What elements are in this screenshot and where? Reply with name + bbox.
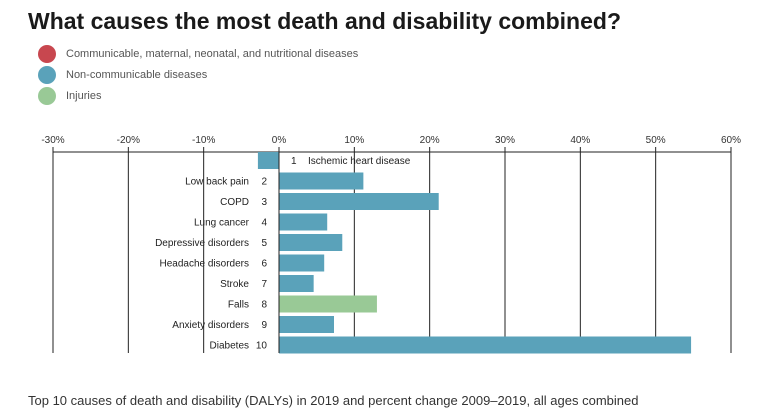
bar-rank-label: 8 — [261, 300, 267, 311]
bar-5 — [279, 234, 343, 251]
x-tick-label: 20% — [420, 135, 440, 146]
bar-rank-label: 7 — [261, 279, 267, 290]
x-tick-label: -20% — [117, 135, 140, 146]
bar-10 — [279, 336, 692, 354]
bar-category-label: Falls — [228, 300, 249, 311]
bar-category-label: Ischemic heart disease — [308, 156, 411, 167]
legend-swatch-communicable — [38, 45, 56, 63]
bar-category-label: Stroke — [220, 279, 249, 290]
bar-2 — [279, 172, 364, 190]
bar-rank-label: 6 — [261, 259, 267, 270]
chart-title: What causes the most death and disabilit… — [28, 8, 621, 34]
bar-4 — [279, 213, 328, 231]
legend-label-injuries: Injuries — [66, 90, 102, 102]
bar-rank-label: 3 — [261, 197, 267, 208]
legend-item-injuries: Injuries — [38, 86, 358, 106]
bar-1 — [257, 152, 279, 169]
legend-label-non-communicable: Non-communicable diseases — [66, 69, 208, 81]
bar-category-label: COPD — [220, 197, 249, 208]
x-tick-label: 50% — [646, 135, 666, 146]
x-tick-label: -10% — [192, 135, 215, 146]
legend-swatch-non-communicable — [38, 66, 56, 84]
bar-category-label: Lung cancer — [194, 218, 250, 229]
legend-label-communicable: Communicable, maternal, neonatal, and nu… — [66, 48, 359, 60]
bar-3 — [279, 193, 439, 210]
legend-item-communicable: Communicable, maternal, neonatal, and nu… — [38, 44, 358, 64]
bar-rank-label: 10 — [256, 341, 268, 352]
x-tick-label: -30% — [41, 135, 64, 146]
bar-category-label: Low back pain — [185, 177, 249, 188]
chart-caption: Top 10 causes of death and disability (D… — [28, 393, 639, 408]
x-tick-label: 30% — [495, 135, 515, 146]
bar-9 — [279, 316, 334, 333]
bar-rank-label: 2 — [261, 177, 267, 188]
x-tick-label: 10% — [344, 135, 364, 146]
legend-swatch-injuries — [38, 87, 56, 105]
bar-category-label: Depressive disorders — [155, 238, 249, 249]
x-tick-label: 60% — [721, 135, 741, 146]
legend: Communicable, maternal, neonatal, and nu… — [38, 44, 358, 107]
bar-category-label: Anxiety disorders — [172, 320, 249, 331]
bar-rank-label: 5 — [261, 238, 267, 249]
bar-8 — [279, 295, 377, 313]
bar-7 — [279, 275, 314, 292]
bar-rank-label: 1 — [291, 156, 297, 167]
legend-item-non-communicable: Non-communicable diseases — [38, 65, 358, 85]
x-tick-label: 40% — [570, 135, 590, 146]
bar-category-label: Headache disorders — [160, 259, 250, 270]
bar-rank-label: 9 — [261, 320, 267, 331]
bar-6 — [279, 254, 325, 272]
x-tick-label: 0% — [272, 135, 287, 146]
bar-category-label: Diabetes — [210, 341, 249, 352]
bar-rank-label: 4 — [261, 218, 267, 229]
